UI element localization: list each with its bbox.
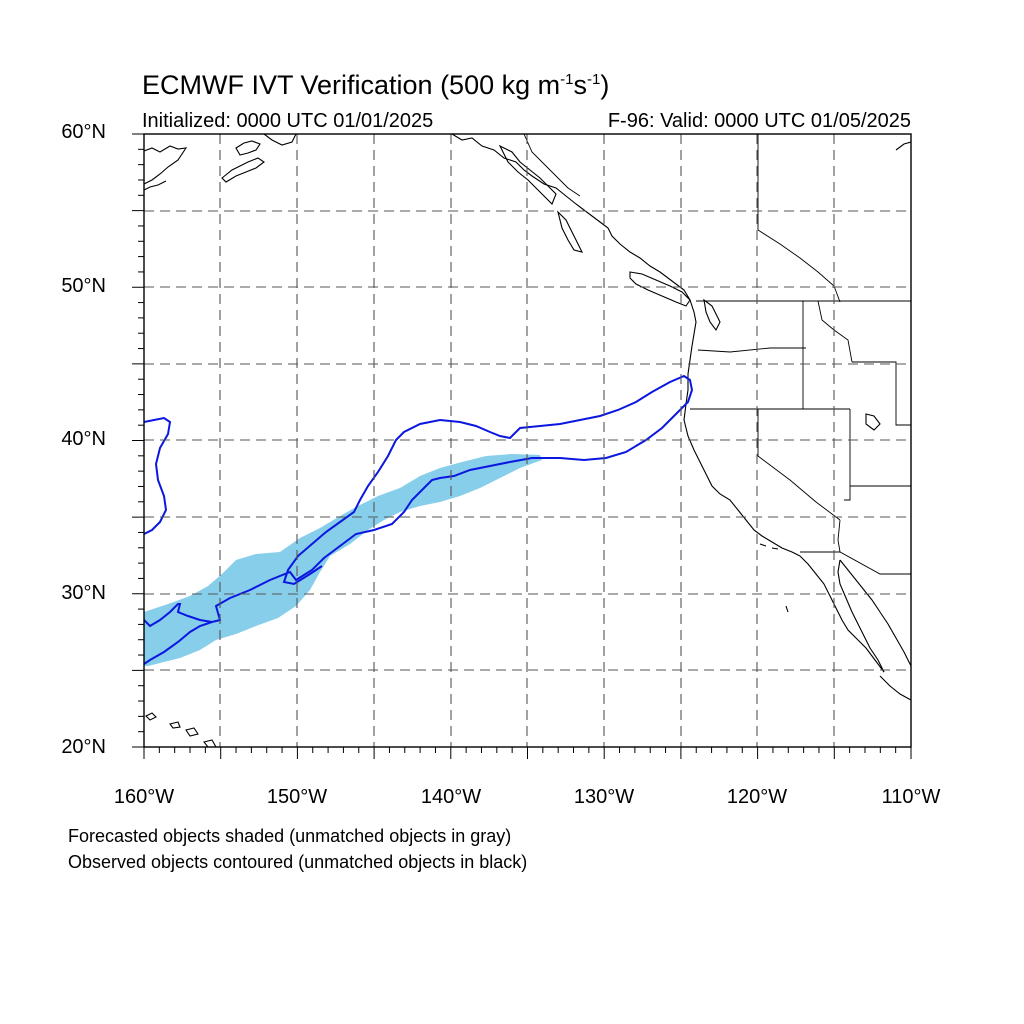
forecast-ivt-shading [144,454,542,666]
vancouver-island [629,271,691,307]
map-frame [143,133,912,748]
border-bc-alberta [757,229,841,303]
lon-label-130w: 130°W [573,786,635,808]
guadalupe-island [785,605,789,613]
lon-label-160w: 160°W [113,786,175,808]
lat-label-60n: 60°N [61,121,106,143]
hawaii-maui [185,727,199,737]
lat-label-30n: 30°N [61,582,106,604]
note-observed: Observed objects contoured (unmatched ob… [68,852,528,872]
lat-label-50n: 50°N [61,275,106,297]
observed-contour-west [144,416,172,535]
border-us-mexico [800,551,911,575]
bc-coast [451,134,697,347]
great-salt-lake [865,413,881,431]
baja-east-coast [837,559,885,673]
border-nv-ut [844,409,851,501]
mexico-coast-south [879,675,911,701]
title-exponent-1: -1 [560,71,574,88]
initialized-label: Initialized: 0000 UTC 01/01/2025 [142,110,434,132]
lat-label-20n: 20°N [61,736,106,758]
hudson-bay-edge [895,141,911,151]
alaska-coast-2 [144,180,167,191]
title-unit-s: s [573,70,587,100]
border-ca-az [837,519,841,553]
hawaii-oahu [169,721,181,729]
gulf-alaska-coast [263,134,297,146]
lon-label-140w: 140°W [420,786,482,808]
border-bc-alaska [523,134,581,197]
se-alaska-islands [498,144,557,205]
puget-sound [703,298,721,332]
kodiak-island [221,157,265,183]
baja-west-coast [799,555,885,673]
lon-label-120w: 120°W [726,786,788,808]
title-exponent-2: -1 [586,71,601,88]
title-close: ) [600,70,610,100]
observed-contour-main [144,374,694,665]
us-west-coast [683,345,801,557]
lat-label-40n: 40°N [61,428,106,450]
haida-gwaii [556,210,584,253]
forecast-object [144,454,542,666]
mexico-mainland-coast [839,559,911,667]
axis-ticks [132,133,912,759]
border-wa-or [697,347,806,353]
political-boundaries [523,134,911,575]
lon-label-150w: 150°W [266,786,328,808]
note-forecast: Forecasted objects shaded (unmatched obj… [68,826,512,846]
border-ut-wy [852,361,911,426]
channel-islands [759,543,779,550]
alaska-peninsula [235,140,261,156]
border-id-mt [817,300,853,363]
coastlines [144,134,911,747]
chart-title: ECMWF IVT Verification (500 kg m-1s-1) [142,70,609,101]
hawaii-kauai [145,712,157,721]
border-ca-nv [757,409,841,521]
title-text: ECMWF IVT Verification (500 kg m [142,70,561,100]
lon-label-110w: 110°W [881,786,941,808]
hawaii-big-island [203,739,217,747]
observed-objects [144,374,694,665]
graticule [144,134,911,747]
alaska-coast [144,145,188,185]
valid-time-label: F-96: Valid: 0000 UTC 01/05/2025 [607,110,911,132]
